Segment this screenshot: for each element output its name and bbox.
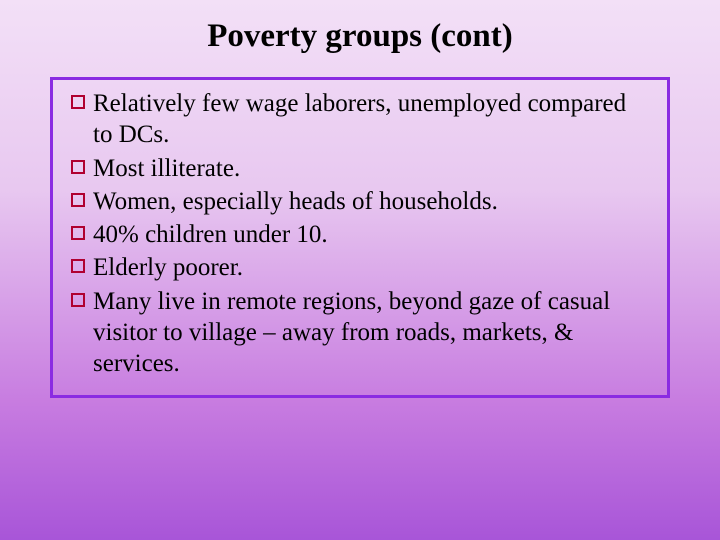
list-item: Most illiterate. bbox=[71, 153, 649, 184]
bullet-text: Many live in remote regions, beyond gaze… bbox=[93, 286, 649, 380]
content-box: Relatively few wage laborers, unemployed… bbox=[50, 77, 670, 398]
list-item: Relatively few wage laborers, unemployed… bbox=[71, 88, 649, 151]
bullet-square-icon bbox=[71, 293, 85, 307]
list-item: Many live in remote regions, beyond gaze… bbox=[71, 286, 649, 380]
bullet-square-icon bbox=[71, 95, 85, 109]
list-item: Women, especially heads of households. bbox=[71, 186, 649, 217]
bullet-text: Relatively few wage laborers, unemployed… bbox=[93, 88, 649, 151]
bullet-text: Elderly poorer. bbox=[93, 252, 649, 283]
list-item: 40% children under 10. bbox=[71, 219, 649, 250]
bullet-square-icon bbox=[71, 193, 85, 207]
bullet-square-icon bbox=[71, 226, 85, 240]
bullet-text: 40% children under 10. bbox=[93, 219, 649, 250]
bullet-square-icon bbox=[71, 160, 85, 174]
bullet-text: Women, especially heads of households. bbox=[93, 186, 649, 217]
slide-title: Poverty groups (cont) bbox=[50, 18, 670, 55]
bullet-square-icon bbox=[71, 259, 85, 273]
list-item: Elderly poorer. bbox=[71, 252, 649, 283]
bullet-text: Most illiterate. bbox=[93, 153, 649, 184]
